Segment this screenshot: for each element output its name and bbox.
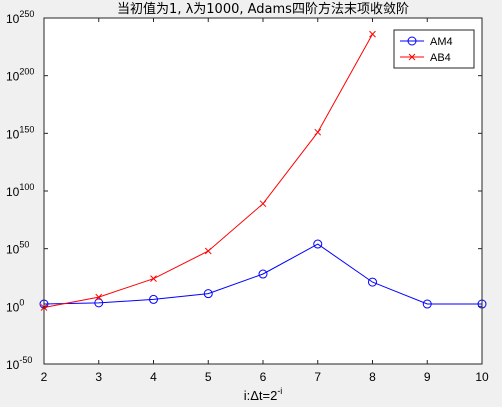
y-tick-label: 100 [6, 297, 24, 314]
y-tick-exponent: 50 [19, 240, 29, 250]
x-tick-label: 5 [205, 370, 212, 384]
y-tick-label: 10250 [6, 9, 34, 26]
legend-label: AM4 [430, 36, 453, 48]
data-point-ab4 [314, 128, 322, 136]
y-tick-label: 1050 [6, 240, 29, 257]
y-tick-exponent: 250 [19, 9, 34, 19]
data-point-am4 [422, 299, 432, 309]
data-point-ab4 [259, 200, 267, 208]
y-tick-exponent: 200 [19, 67, 34, 77]
data-point-am4 [313, 239, 323, 249]
plot-frame [43, 17, 483, 365]
y-tick-exponent: -50 [19, 355, 32, 365]
legend-marker [407, 36, 417, 46]
y-tick-label: 10200 [6, 67, 34, 84]
x-axis-label-main: i:Δt=2 [244, 388, 278, 403]
y-tick-base: 10 [6, 358, 20, 372]
legend-entry-ab4: AB4 [400, 52, 451, 64]
y-tick-base: 10 [6, 243, 20, 257]
x-axis-label-superscript: -i [277, 386, 282, 396]
x-tick-label: 6 [260, 370, 267, 384]
x-tick-label: 10 [475, 370, 489, 384]
x-marker-stroke [259, 200, 267, 208]
y-tick-base: 10 [6, 127, 20, 141]
x-marker-stroke [204, 247, 212, 255]
x-tick-label: 4 [150, 370, 157, 384]
y-tick-label: 10150 [6, 124, 34, 141]
y-tick-exponent: 150 [19, 124, 34, 134]
data-point-am4 [368, 277, 377, 287]
x-tick-label: 3 [95, 370, 102, 384]
y-tick-base: 10 [6, 300, 20, 314]
x-tick-label: 9 [424, 370, 431, 384]
plot-area [44, 18, 482, 364]
data-point-am4 [94, 298, 104, 308]
x-marker-stroke [95, 293, 103, 301]
data-point-ab4 [150, 275, 157, 283]
x-marker-stroke [369, 30, 376, 38]
legend-box [393, 29, 475, 69]
legend-marker [408, 53, 416, 61]
y-tick-exponent: 0 [19, 297, 24, 307]
x-tick-label: 7 [314, 370, 321, 384]
legend-entry-am4: AM4 [400, 36, 453, 48]
data-point-am4 [258, 269, 268, 279]
chart-title: 当初值为1, λ为1000, Adams四阶方法末项收敛阶 [117, 1, 409, 17]
y-tick-exponent: 100 [19, 182, 34, 192]
data-point-ab4 [204, 247, 212, 255]
y-tick-label: 10100 [6, 182, 34, 199]
x-marker-stroke [314, 128, 322, 136]
data-point-am4 [203, 289, 213, 299]
y-tick-base: 10 [6, 70, 20, 84]
x-tick-label: 2 [41, 370, 48, 384]
y-tick-label: 10-50 [6, 355, 32, 372]
data-point-ab4 [369, 30, 376, 38]
data-point-ab4 [95, 293, 103, 301]
series-layer [39, 30, 487, 311]
series-line-am4 [43, 243, 482, 305]
x-marker-stroke [150, 275, 157, 283]
data-point-am4 [149, 294, 158, 304]
y-tick-base: 10 [6, 185, 20, 199]
y-tick-base: 10 [6, 12, 20, 26]
legend-label: AB4 [430, 52, 451, 64]
x-axis-label: i:Δt=2-i [244, 386, 283, 403]
x-tick-label: 8 [369, 370, 376, 384]
